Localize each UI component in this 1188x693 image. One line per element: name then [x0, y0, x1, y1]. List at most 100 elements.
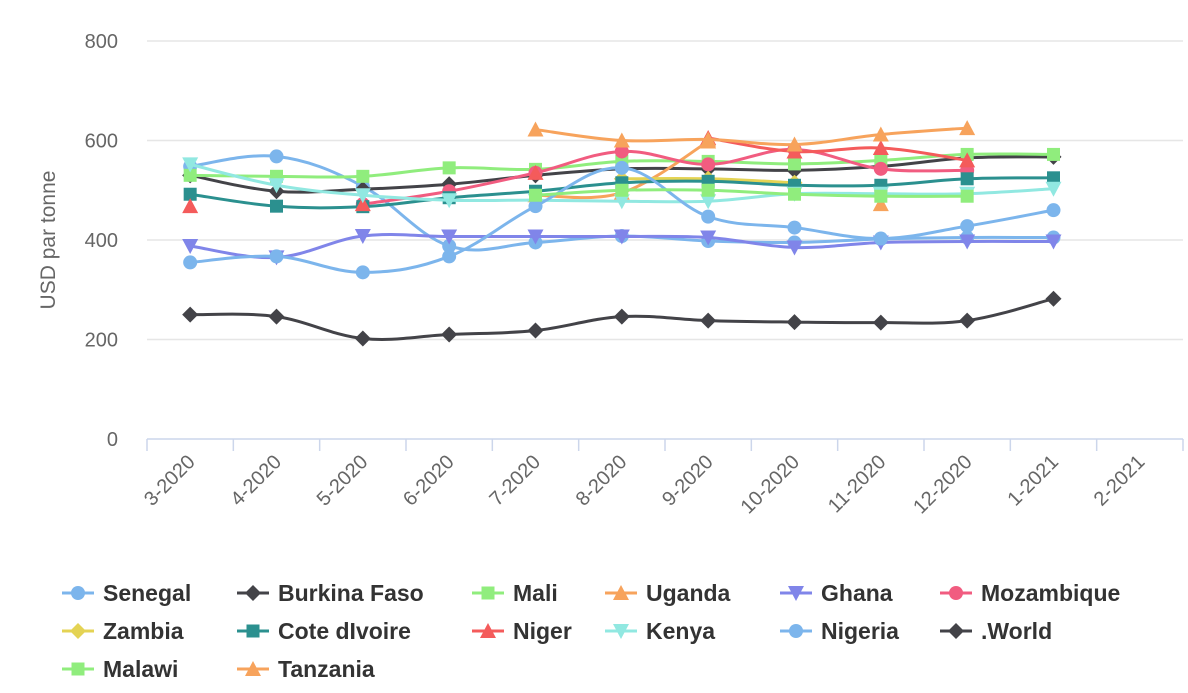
legend-item-cote-divoire[interactable]: Cote dIvoire	[237, 618, 411, 644]
legend-item-zambia[interactable]: Zambia	[62, 618, 184, 644]
legend-label: Malawi	[103, 656, 178, 682]
data-point	[872, 126, 889, 142]
legend-item-burkina-faso[interactable]: Burkina Faso	[237, 580, 424, 606]
legend-symbol	[480, 623, 496, 638]
data-point	[354, 229, 371, 245]
legend-item-kenya[interactable]: Kenya	[605, 618, 715, 644]
data-point	[442, 238, 457, 253]
legend-item-niger[interactable]: Niger	[472, 618, 572, 644]
data-point	[614, 160, 629, 175]
x-tick-label: 9-2020	[658, 451, 718, 511]
y-axis: 0 200 400 600 800	[85, 31, 118, 451]
data-point	[354, 196, 371, 212]
legend-item-mozambique[interactable]: Mozambique	[940, 580, 1120, 606]
data-point	[788, 157, 801, 171]
data-point	[872, 139, 889, 155]
series-kenya	[182, 157, 1062, 210]
data-point	[701, 157, 716, 172]
legend-symbol	[481, 586, 495, 600]
data-point	[354, 188, 371, 204]
series-group	[182, 120, 1062, 347]
legend-label: Burkina Faso	[278, 580, 424, 606]
x-tick-label: 11-2020	[824, 451, 890, 517]
legend-item-world[interactable]: .World	[940, 618, 1052, 644]
legend-item-malawi[interactable]: Malawi	[62, 656, 178, 682]
legend-item-senegal[interactable]: Senegal	[62, 580, 191, 606]
data-point	[270, 199, 283, 213]
legend: Senegal Burkina Faso Mali Uganda Ghana Mozamb…	[62, 580, 1120, 682]
legend-item-tanzania[interactable]: Tanzania	[237, 656, 375, 682]
data-point	[959, 120, 976, 136]
data-point	[613, 194, 630, 210]
data-point	[183, 187, 197, 201]
legend-symbol	[71, 662, 85, 676]
data-point	[356, 169, 370, 183]
legend-symbol	[949, 586, 963, 600]
data-point	[959, 312, 976, 329]
data-point	[441, 229, 458, 245]
legend-symbol	[613, 624, 629, 639]
legend-item-nigeria[interactable]: Nigeria	[780, 618, 899, 644]
data-point	[183, 255, 198, 270]
legend-symbol	[613, 585, 629, 600]
data-point	[614, 144, 629, 159]
y-tick-label: 200	[85, 330, 118, 352]
data-point	[268, 308, 285, 325]
data-point	[701, 183, 715, 197]
data-point	[874, 189, 888, 203]
data-point	[1045, 234, 1062, 250]
data-point	[613, 308, 630, 325]
data-point	[700, 230, 717, 246]
legend-item-mali[interactable]: Mali	[472, 580, 558, 606]
x-tick-label: 1-2021	[1003, 451, 1063, 511]
y-tick-label: 600	[85, 131, 118, 153]
legend-item-ghana[interactable]: Ghana	[780, 580, 893, 606]
data-point	[527, 121, 544, 137]
data-point	[268, 178, 285, 194]
data-point	[354, 330, 371, 347]
data-point	[701, 209, 716, 224]
data-point	[182, 306, 199, 323]
data-point	[788, 187, 801, 201]
legend-label: Tanzania	[278, 656, 375, 682]
series-world	[182, 290, 1062, 347]
data-point	[269, 249, 284, 264]
x-tick-label: 12-2020	[909, 451, 976, 518]
series-line	[706, 136, 969, 162]
data-point	[182, 157, 199, 173]
series-malawi	[529, 183, 974, 203]
data-point	[527, 322, 544, 339]
data-point	[872, 196, 889, 212]
legend-label: Senegal	[103, 580, 191, 606]
legend-label: Ghana	[821, 580, 893, 606]
y-tick-label: 800	[85, 31, 118, 53]
legend-symbol	[948, 623, 964, 639]
data-point	[959, 152, 976, 168]
data-point	[529, 188, 542, 202]
data-point	[613, 132, 630, 148]
data-point	[873, 231, 888, 246]
series-tanzania	[527, 120, 976, 152]
data-point	[1045, 290, 1062, 307]
legend-symbol	[788, 586, 804, 601]
data-point	[1047, 147, 1060, 161]
legend-symbol	[245, 661, 261, 676]
data-point	[700, 194, 717, 210]
data-point	[872, 314, 889, 331]
x-tick-label: 4-2020	[226, 451, 286, 511]
data-point	[182, 198, 199, 214]
legend-label: Kenya	[646, 618, 715, 644]
legend-symbol	[245, 585, 261, 601]
data-point	[786, 240, 803, 256]
data-point	[269, 149, 284, 164]
legend-item-uganda[interactable]: Uganda	[605, 580, 731, 606]
legend-label: Cote dIvoire	[278, 618, 411, 644]
data-point	[960, 189, 974, 203]
data-point	[1046, 203, 1061, 218]
data-point	[441, 326, 458, 343]
data-point	[527, 229, 544, 245]
data-point	[700, 131, 717, 147]
legend-label: .World	[981, 618, 1052, 644]
legend-label: Mali	[513, 580, 558, 606]
